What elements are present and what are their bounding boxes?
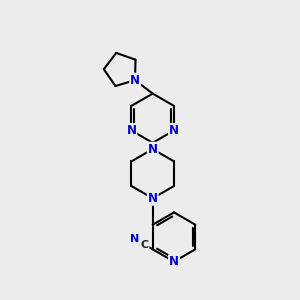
Text: C: C bbox=[140, 240, 148, 250]
Text: N: N bbox=[126, 124, 136, 137]
Text: N: N bbox=[148, 142, 158, 156]
Text: N: N bbox=[148, 192, 158, 205]
Text: N: N bbox=[169, 255, 179, 268]
Text: N: N bbox=[130, 74, 140, 87]
Text: N: N bbox=[130, 234, 139, 244]
Text: N: N bbox=[169, 124, 179, 137]
